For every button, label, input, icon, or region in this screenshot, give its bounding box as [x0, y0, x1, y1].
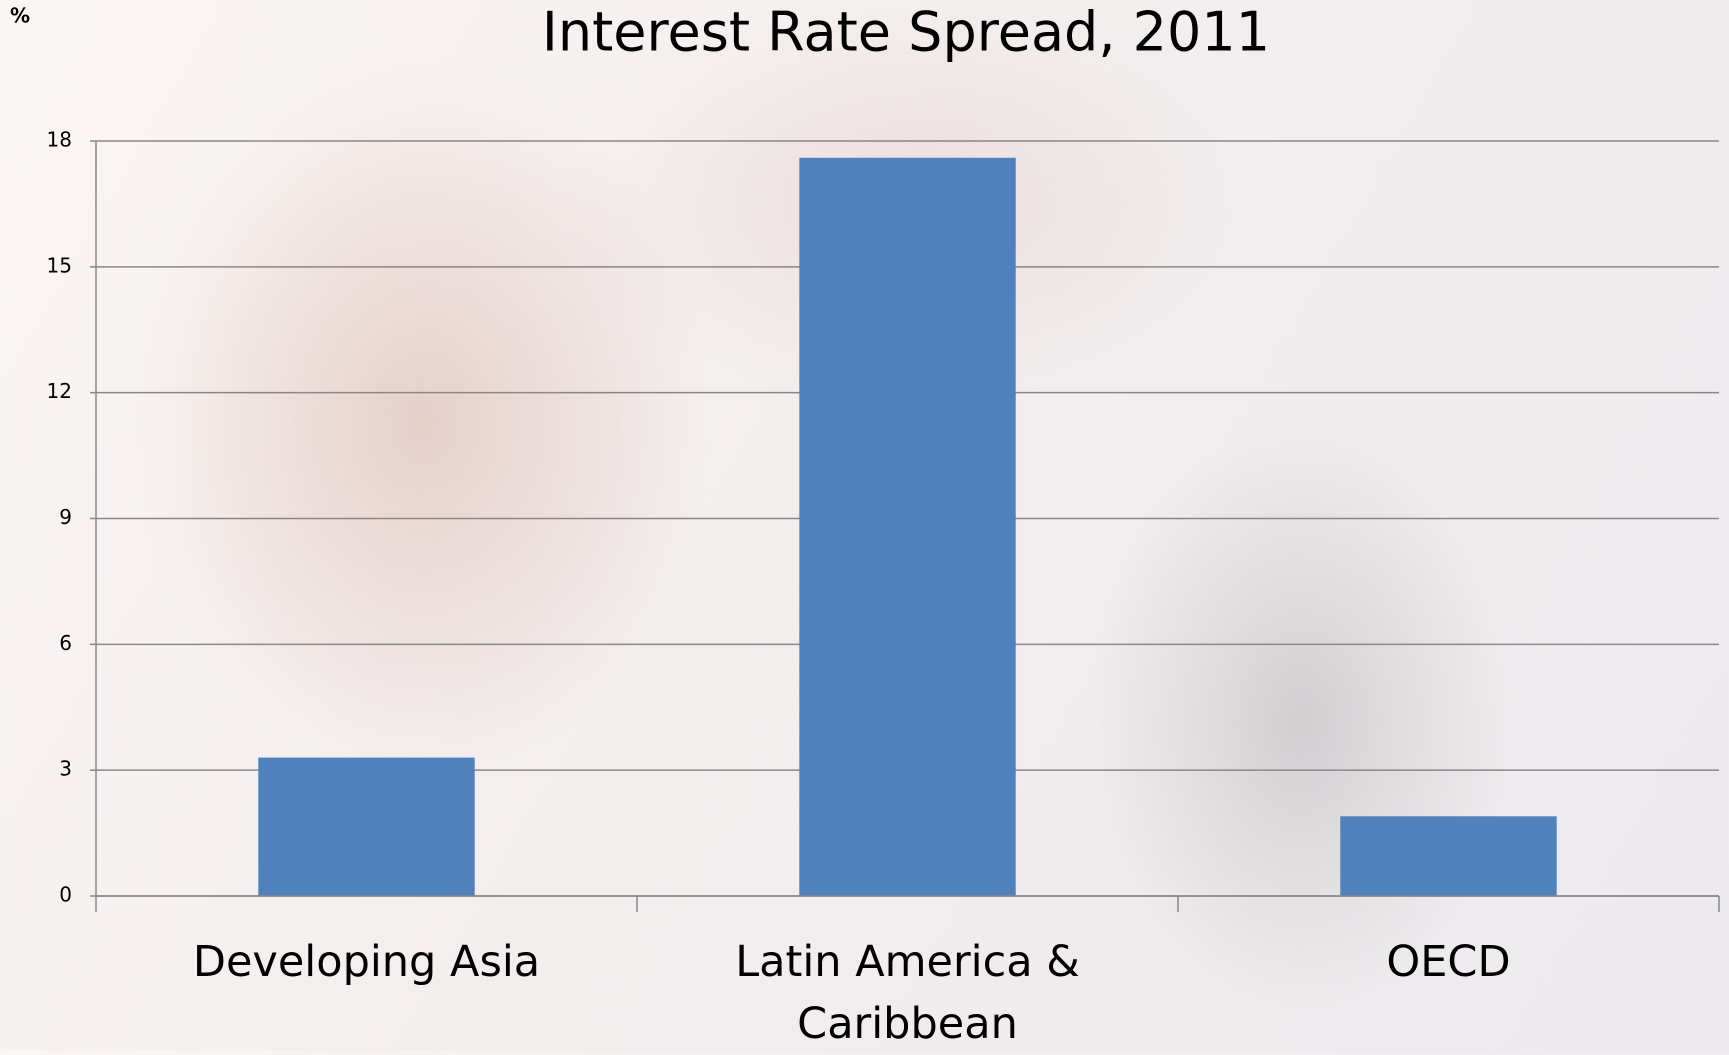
x-tick-label: Latin America & Caribbean [735, 937, 1080, 1049]
y-tick-label: 0 [59, 883, 72, 907]
y-tick-label: 3 [59, 757, 72, 781]
x-tick-label: OECD [1386, 937, 1511, 987]
y-tick-label: 9 [59, 505, 72, 529]
y-tick-label: 12 [47, 379, 72, 403]
x-tick-label: Developing Asia [192, 937, 541, 987]
y-tick-label: 18 [47, 128, 72, 152]
bar [258, 757, 475, 896]
y-tick-label: 15 [47, 253, 72, 277]
y-tick-label: 6 [59, 631, 72, 655]
bar [799, 157, 1016, 896]
chart-title: Interest Rate Spread, 2011 [542, 1, 1270, 64]
bar [1340, 816, 1557, 896]
y-axis-label: % [10, 4, 30, 28]
